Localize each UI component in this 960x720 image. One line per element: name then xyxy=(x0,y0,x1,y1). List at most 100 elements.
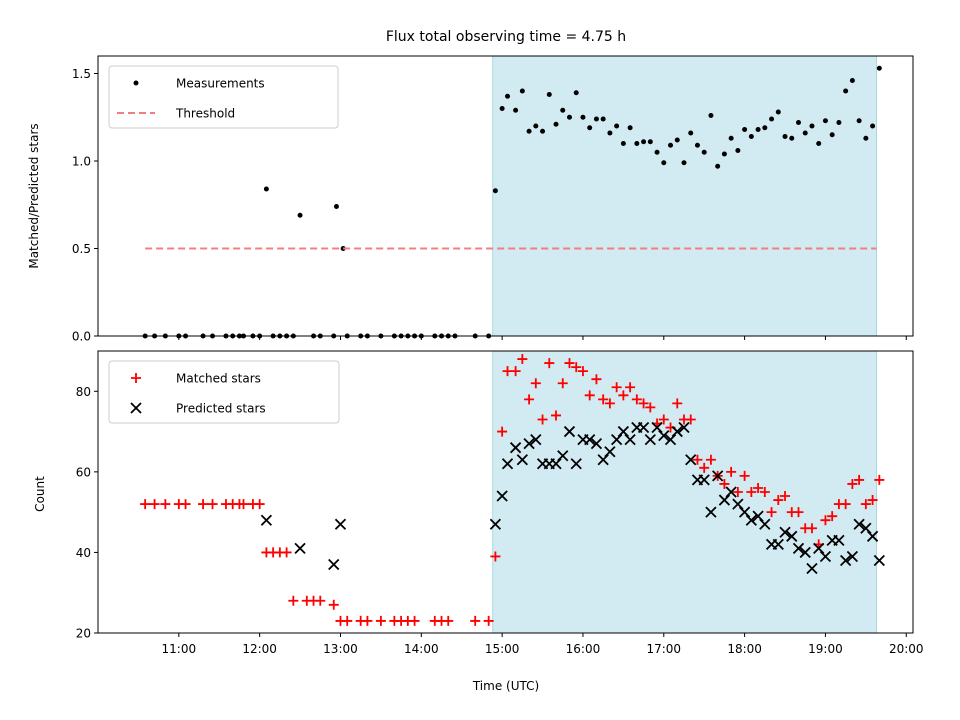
bottom-predicted-stars-point-14 xyxy=(557,450,569,462)
bottom-predicted-stars-point-35 xyxy=(698,474,710,486)
top-series-measurements xyxy=(142,65,882,339)
top-measurements-point-79 xyxy=(762,125,768,131)
bottom-ytick-label-3: 80 xyxy=(76,385,91,399)
bottom-predicted-stars-point-4 xyxy=(489,518,502,530)
bottom-predicted-stars-point-32 xyxy=(678,421,690,434)
bottom-matched-stars-point-72 xyxy=(732,487,743,497)
top-measurements-point-86 xyxy=(809,123,815,129)
bottom-matched-stars-point-50 xyxy=(584,390,595,401)
bottom-matched-stars-point-78 xyxy=(773,495,784,506)
bottom-predicted-stars-point-26 xyxy=(637,421,650,434)
bottom-predicted-stars-point-42 xyxy=(745,514,757,526)
top-measurements-point-53 xyxy=(587,125,593,131)
bottom-matched-stars-point-88 xyxy=(840,499,851,510)
bottom-xtick-label-2: 13:00 xyxy=(323,642,358,656)
bottom-predicted-stars-point-36 xyxy=(705,506,717,518)
top-measurements-point-70 xyxy=(701,149,707,155)
bottom-matched-stars-point-4 xyxy=(180,499,191,510)
top-measurements-point-90 xyxy=(836,120,842,125)
bottom-matched-stars-point-53 xyxy=(604,398,615,409)
bottom-xtick-label-7: 18:00 xyxy=(727,642,762,656)
bottom-predicted-stars-point-22 xyxy=(610,433,623,446)
top-measurements-point-83 xyxy=(789,135,795,141)
bottom-xtick-label-8: 19:00 xyxy=(808,642,843,656)
bottom-matched-stars-point-59 xyxy=(645,402,656,413)
top-measurements-point-94 xyxy=(863,135,869,141)
top-measurements-point-65 xyxy=(668,142,674,148)
bottom-predicted-stars-point-15 xyxy=(563,425,576,438)
bottom-matched-stars-point-5 xyxy=(198,499,209,510)
top-measurements-point-68 xyxy=(688,130,694,136)
top-measurements-point-58 xyxy=(620,141,626,146)
bottom-legend-key-1 xyxy=(130,402,142,414)
bottom-predicted-stars-point-41 xyxy=(738,506,751,518)
bottom-matched-stars-point-89 xyxy=(847,478,858,489)
bottom-ytick-label-2: 60 xyxy=(76,465,91,479)
bottom-matched-stars-point-37 xyxy=(497,426,508,437)
top-measurements-point-76 xyxy=(742,127,748,132)
bottom-predicted-stars-point-44 xyxy=(759,518,771,530)
top-measurements-point-85 xyxy=(802,130,808,136)
bottom-predicted-stars-point-43 xyxy=(752,510,764,522)
bottom-matched-stars-point-16 xyxy=(281,547,292,558)
top-measurements-point-89 xyxy=(829,132,835,138)
top-measurements-point-69 xyxy=(694,142,700,148)
top-measurements-point-52 xyxy=(580,114,586,120)
top-measurements-point-73 xyxy=(721,151,727,157)
bottom-matched-stars-point-76 xyxy=(759,487,770,497)
top-measurements-point-87 xyxy=(816,141,822,146)
bottom-matched-stars-point-79 xyxy=(780,491,791,502)
top-measurements-point-51 xyxy=(573,90,579,96)
bottom-predicted-stars-point-19 xyxy=(590,438,603,450)
bottom-series-predicted-stars xyxy=(260,421,885,575)
top-measurements-point-71 xyxy=(708,113,714,118)
bottom-predicted-stars-point-60 xyxy=(866,530,879,542)
bottom-matched-stars-point-35 xyxy=(483,615,494,626)
bottom-predicted-stars-point-7 xyxy=(509,442,522,454)
bottom-predicted-stars-point-59 xyxy=(860,522,872,534)
bottom-matched-stars-point-2 xyxy=(160,499,171,510)
top-ytick-label-1: 0.5 xyxy=(72,242,91,256)
bottom-matched-stars-point-44 xyxy=(544,358,555,369)
bottom-matched-stars-point-66 xyxy=(692,454,703,465)
bottom-matched-stars-point-39 xyxy=(510,366,521,377)
bottom-xtick-label-1: 12:00 xyxy=(242,642,277,656)
bottom-matched-stars-point-43 xyxy=(537,414,548,425)
top-ylabel: Matched/Predicted stars xyxy=(27,123,41,268)
bottom-predicted-stars-point-50 xyxy=(799,546,811,559)
top-measurements-point-74 xyxy=(728,135,734,141)
top-measurements-point-22 xyxy=(333,204,339,209)
bottom-predicted-stars-point-13 xyxy=(550,458,562,470)
bottom-predicted-stars-point-3 xyxy=(334,518,347,530)
bottom-matched-stars-point-51 xyxy=(591,374,602,385)
bottom-predicted-stars-point-53 xyxy=(819,550,832,563)
bottom-matched-stars-point-77 xyxy=(766,507,777,518)
top-measurements-point-45 xyxy=(533,123,539,129)
bottom-matched-stars-point-1 xyxy=(149,499,160,510)
top-measurements-point-18 xyxy=(297,212,303,218)
bottom-predicted-stars-point-21 xyxy=(604,446,616,458)
bottom-matched-stars-point-90 xyxy=(854,474,865,485)
top-shaded-span xyxy=(492,55,878,337)
top-measurements-point-66 xyxy=(674,137,680,143)
bottom-ytick-label-1: 40 xyxy=(76,546,91,560)
bottom-predicted-stars-point-51 xyxy=(806,562,818,575)
bottom-predicted-stars-point-46 xyxy=(772,538,784,551)
bottom-predicted-stars-point-20 xyxy=(597,454,609,466)
top-measurements-point-49 xyxy=(560,107,566,113)
bottom-matched-stars-point-36 xyxy=(490,551,501,562)
top-measurements-point-57 xyxy=(614,123,620,129)
bottom-matched-stars-point-26 xyxy=(375,615,386,626)
top-measurements-point-46 xyxy=(540,128,546,134)
top-legend-label-0: Measurements xyxy=(176,77,265,91)
bottom-series-matched-stars xyxy=(140,354,885,626)
bottom-matched-stars-point-93 xyxy=(874,474,885,485)
bottom-matched-stars-point-56 xyxy=(625,382,636,393)
bottom-predicted-stars-point-18 xyxy=(584,433,596,446)
chart-title: Flux total observing time = 4.75 h xyxy=(386,29,626,45)
bottom-predicted-stars-point-57 xyxy=(846,550,859,563)
bottom-matched-stars-point-41 xyxy=(524,394,535,405)
bottom-predicted-stars-point-1 xyxy=(294,542,306,555)
top-measurements-point-50 xyxy=(566,114,572,120)
top-measurements-point-59 xyxy=(627,125,633,131)
